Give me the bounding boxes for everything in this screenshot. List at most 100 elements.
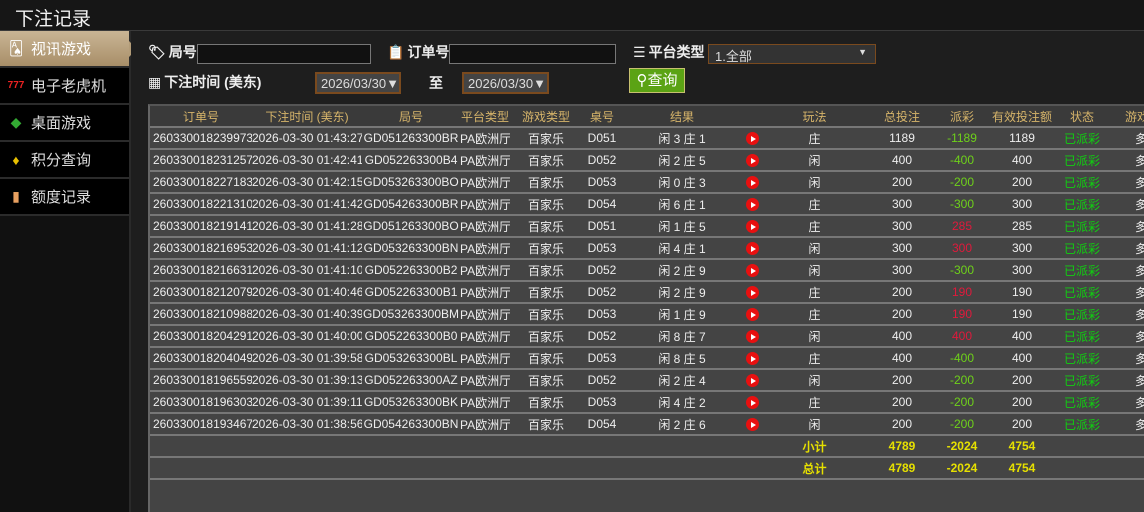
cell-payout: -400 (937, 149, 987, 172)
play-icon[interactable] (745, 198, 759, 212)
cell-game-type: 百家乐 (510, 171, 582, 194)
date-from-picker[interactable]: 2026/03/30▼ (315, 72, 401, 94)
replay-button[interactable] (742, 149, 762, 172)
cell-game: 多 (1107, 281, 1144, 304)
table-row: 260330018227183 2026-03-30 01:42:15 GD0532… (150, 171, 1144, 194)
play-icon[interactable] (745, 242, 759, 256)
cell-total-bet: 400 (867, 347, 937, 370)
cell (510, 457, 582, 480)
replay-button[interactable] (742, 303, 762, 326)
sidebar-item-table-games[interactable]: ◆ 桌面游戏 (0, 105, 129, 142)
replay-button[interactable] (742, 193, 762, 216)
cell-total-bet: 300 (867, 259, 937, 282)
cell-platform: PA欧洲厅 (460, 391, 510, 414)
cell-bet-time: 2026-03-30 01:42:15 (252, 171, 362, 194)
play-icon[interactable] (745, 132, 759, 146)
cell-bet-type: 闲 (762, 259, 867, 282)
cell-round-no: GD051263300BO (362, 215, 460, 238)
header-payout: 派彩 (937, 106, 987, 128)
header-bet-type: 玩法 (762, 106, 867, 128)
search-icon: ⚲ (636, 72, 648, 89)
cell (1057, 435, 1107, 458)
cell-payout: -300 (937, 193, 987, 216)
table-row: 260330018196559 2026-03-30 01:39:13 GD0522… (150, 369, 1144, 392)
play-icon[interactable] (745, 264, 759, 278)
cell-valid-bet: 190 (987, 281, 1057, 304)
cell-order-no: 260330018221310 (150, 193, 252, 216)
cell-order-no: 260330018212079 (150, 281, 252, 304)
cell-payout: 300 (937, 237, 987, 260)
replay-button[interactable] (742, 259, 762, 282)
play-icon[interactable] (745, 220, 759, 234)
header-result: 结果 (622, 106, 742, 128)
replay-button[interactable] (742, 215, 762, 238)
cell-valid-bet: 200 (987, 171, 1057, 194)
cell (622, 435, 742, 458)
order-input[interactable] (449, 44, 616, 64)
sidebar-item-live-games[interactable]: 🂡 视讯游戏 (0, 31, 137, 68)
header-game-type: 游戏类型 (510, 106, 582, 128)
cell-bet-time: 2026-03-30 01:39:58 (252, 347, 362, 370)
cell-order-no: 260330018193467 (150, 413, 252, 436)
cell-bet-type: 庄 (762, 391, 867, 414)
cell-platform: PA欧洲厅 (460, 215, 510, 238)
cell-status: 已派彩 (1057, 193, 1107, 216)
cell-game: 多 (1107, 237, 1144, 260)
replay-button[interactable] (742, 369, 762, 392)
cell-valid-bet: 300 (987, 193, 1057, 216)
cell-total-bet: 200 (867, 281, 937, 304)
play-icon[interactable] (745, 286, 759, 300)
cell (460, 435, 510, 458)
replay-button[interactable] (742, 237, 762, 260)
play-icon[interactable] (745, 352, 759, 366)
play-icon[interactable] (745, 374, 759, 388)
play-icon[interactable] (745, 330, 759, 344)
sidebar-item-credit-records[interactable]: ▮ 额度记录 (0, 179, 129, 216)
cell-table-no: D051 (582, 215, 622, 238)
platform-select[interactable]: 1.全部 ▼ (708, 44, 876, 64)
cell (1107, 457, 1144, 480)
play-icon[interactable] (745, 154, 759, 168)
table-row: 260330018219141 2026-03-30 01:41:28 GD0512… (150, 215, 1144, 238)
cell-total-bet: 200 (867, 303, 937, 326)
replay-button[interactable] (742, 347, 762, 370)
play-icon[interactable] (745, 418, 759, 432)
replay-button[interactable] (742, 391, 762, 414)
play-icon[interactable] (745, 396, 759, 410)
title-bar: 下注记录 (0, 0, 1144, 31)
play-icon[interactable] (745, 176, 759, 190)
sidebar-item-points[interactable]: ♦ 积分查询 (0, 142, 129, 179)
replay-button[interactable] (742, 281, 762, 304)
cell-status: 已派彩 (1057, 303, 1107, 326)
cell-table-no: D052 (582, 281, 622, 304)
query-button[interactable]: ⚲查询 (629, 68, 685, 93)
cell (510, 435, 582, 458)
header-round-no: 局号 (362, 106, 460, 128)
cell-game: 多 (1107, 215, 1144, 238)
cell-bet-type: 闲 (762, 325, 867, 348)
cell-bet-type: 庄 (762, 347, 867, 370)
round-input[interactable] (197, 44, 371, 64)
cell-table-no: D053 (582, 303, 622, 326)
date-to-picker[interactable]: 2026/03/30▼ (462, 72, 549, 94)
cell-game-type: 百家乐 (510, 303, 582, 326)
replay-button[interactable] (742, 325, 762, 348)
table-row: 260330018204291 2026-03-30 01:40:00 GD0522… (150, 325, 1144, 348)
bet-records-table: 订单号 下注时间 (美东) 局号 平台类型 游戏类型 桌号 结果 玩法 总投注 派彩 有效投注额 状态… (148, 104, 1144, 512)
sidebar-item-slots[interactable]: 777 电子老虎机 (0, 68, 129, 105)
cell-platform: PA欧洲厅 (460, 303, 510, 326)
sidebar: 🂡 视讯游戏 777 电子老虎机 ◆ 桌面游戏 ♦ 积分查询 ▮ 额度记录 (0, 31, 137, 512)
sidebar-item-label: 额度记录 (31, 189, 92, 206)
cell-bet-type: 庄 (762, 303, 867, 326)
play-icon[interactable] (745, 308, 759, 322)
cell-status: 已派彩 (1057, 127, 1107, 150)
replay-button[interactable] (742, 413, 762, 436)
total-row: 总计 4789 -2024 4754 (150, 457, 1144, 480)
cell-game-type: 百家乐 (510, 127, 582, 150)
replay-button[interactable] (742, 171, 762, 194)
sidebar-item-label: 桌面游戏 (31, 115, 92, 132)
cell-game-type: 百家乐 (510, 193, 582, 216)
cell-game-type: 百家乐 (510, 149, 582, 172)
replay-button[interactable] (742, 127, 762, 150)
cell-payout: -300 (937, 259, 987, 282)
